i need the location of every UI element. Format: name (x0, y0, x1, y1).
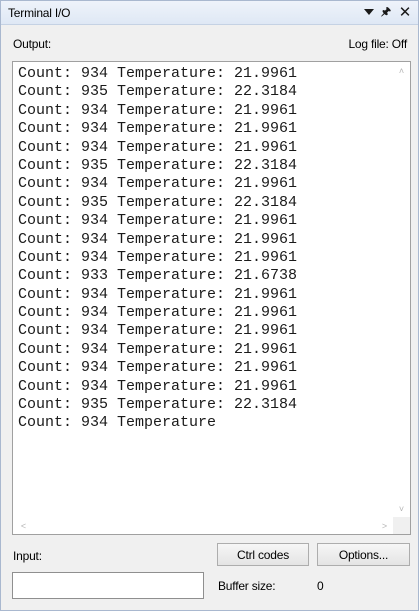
output-line: Count: 934 Temperature: 21.9961 (18, 212, 298, 230)
output-line: Count: 933 Temperature: 21.6738 (18, 267, 298, 285)
scroll-left-icon[interactable]: ˂ (20, 520, 27, 531)
horizontal-scrollbar[interactable]: ˂ ˃ (13, 517, 393, 534)
output-line: Count: 935 Temperature: 22.3184 (18, 83, 298, 101)
output-line: Count: 934 Temperature: 21.9961 (18, 101, 298, 119)
log-file-status: Log file: Off (348, 37, 407, 51)
scroll-corner (393, 517, 410, 534)
output-line: Count: 934 Temperature: 21.9961 (18, 377, 298, 395)
dropdown-arrow-icon[interactable] (361, 4, 377, 20)
buffer-size-label: Buffer size: (218, 579, 276, 593)
scroll-down-icon[interactable]: ˅ (398, 503, 405, 514)
output-line: Count: 934 Temperature: 21.9961 (18, 322, 298, 340)
output-line: Count: 934 Temperature: 21.9961 (18, 285, 298, 303)
output-line: Count: 934 Temperature: 21.9961 (18, 65, 298, 82)
pin-icon[interactable]: 🖈︎ (380, 5, 392, 18)
title-bar[interactable]: Terminal I/O 🖈︎ ✕ (1, 1, 418, 25)
output-line: Count: 934 Temperature: 21.9961 (18, 230, 298, 248)
output-line: Count: 934 Temperature: 21.9961 (18, 120, 298, 138)
scroll-right-icon[interactable]: ˃ (381, 520, 388, 531)
output-line: Count: 934 Temperature: 21.9961 (18, 138, 298, 156)
output-area[interactable]: Count: 934 Temperature: 21.9961 Count: 93… (12, 61, 411, 535)
options-button[interactable]: Options... (317, 543, 410, 566)
output-line: Count: 934 Temperature: 21.9961 (18, 359, 298, 377)
output-line: Count: 934 Temperature: 21.9961 (18, 304, 298, 322)
scroll-up-icon[interactable]: ˄ (398, 65, 405, 76)
window-title: Terminal I/O (8, 6, 71, 20)
output-line: Count: 934 Temperature: 21.9961 (18, 340, 298, 358)
output-line: Count: 935 Temperature: 22.3184 (18, 396, 298, 414)
vertical-scrollbar[interactable]: ˄ ˅ (393, 62, 410, 517)
output-text[interactable]: Count: 934 Temperature: 21.9961 Count: 93… (18, 65, 388, 511)
output-line: Count: 935 Temperature: 22.3184 (18, 193, 298, 211)
output-line: Count: 934 Temperature: 21.9961 (18, 248, 298, 266)
close-icon[interactable]: ✕ (398, 4, 412, 21)
ctrl-codes-button[interactable]: Ctrl codes (217, 543, 309, 566)
output-label: Output: (13, 37, 51, 51)
output-line: Count: 934 Temperature: 21.9961 (18, 175, 298, 193)
terminal-input-field[interactable] (12, 572, 204, 599)
input-label: Input: (13, 549, 42, 563)
buffer-size-value: 0 (317, 579, 324, 593)
output-line: Count: 934 Temperature (18, 414, 217, 432)
output-line: Count: 935 Temperature: 22.3184 (18, 156, 298, 174)
